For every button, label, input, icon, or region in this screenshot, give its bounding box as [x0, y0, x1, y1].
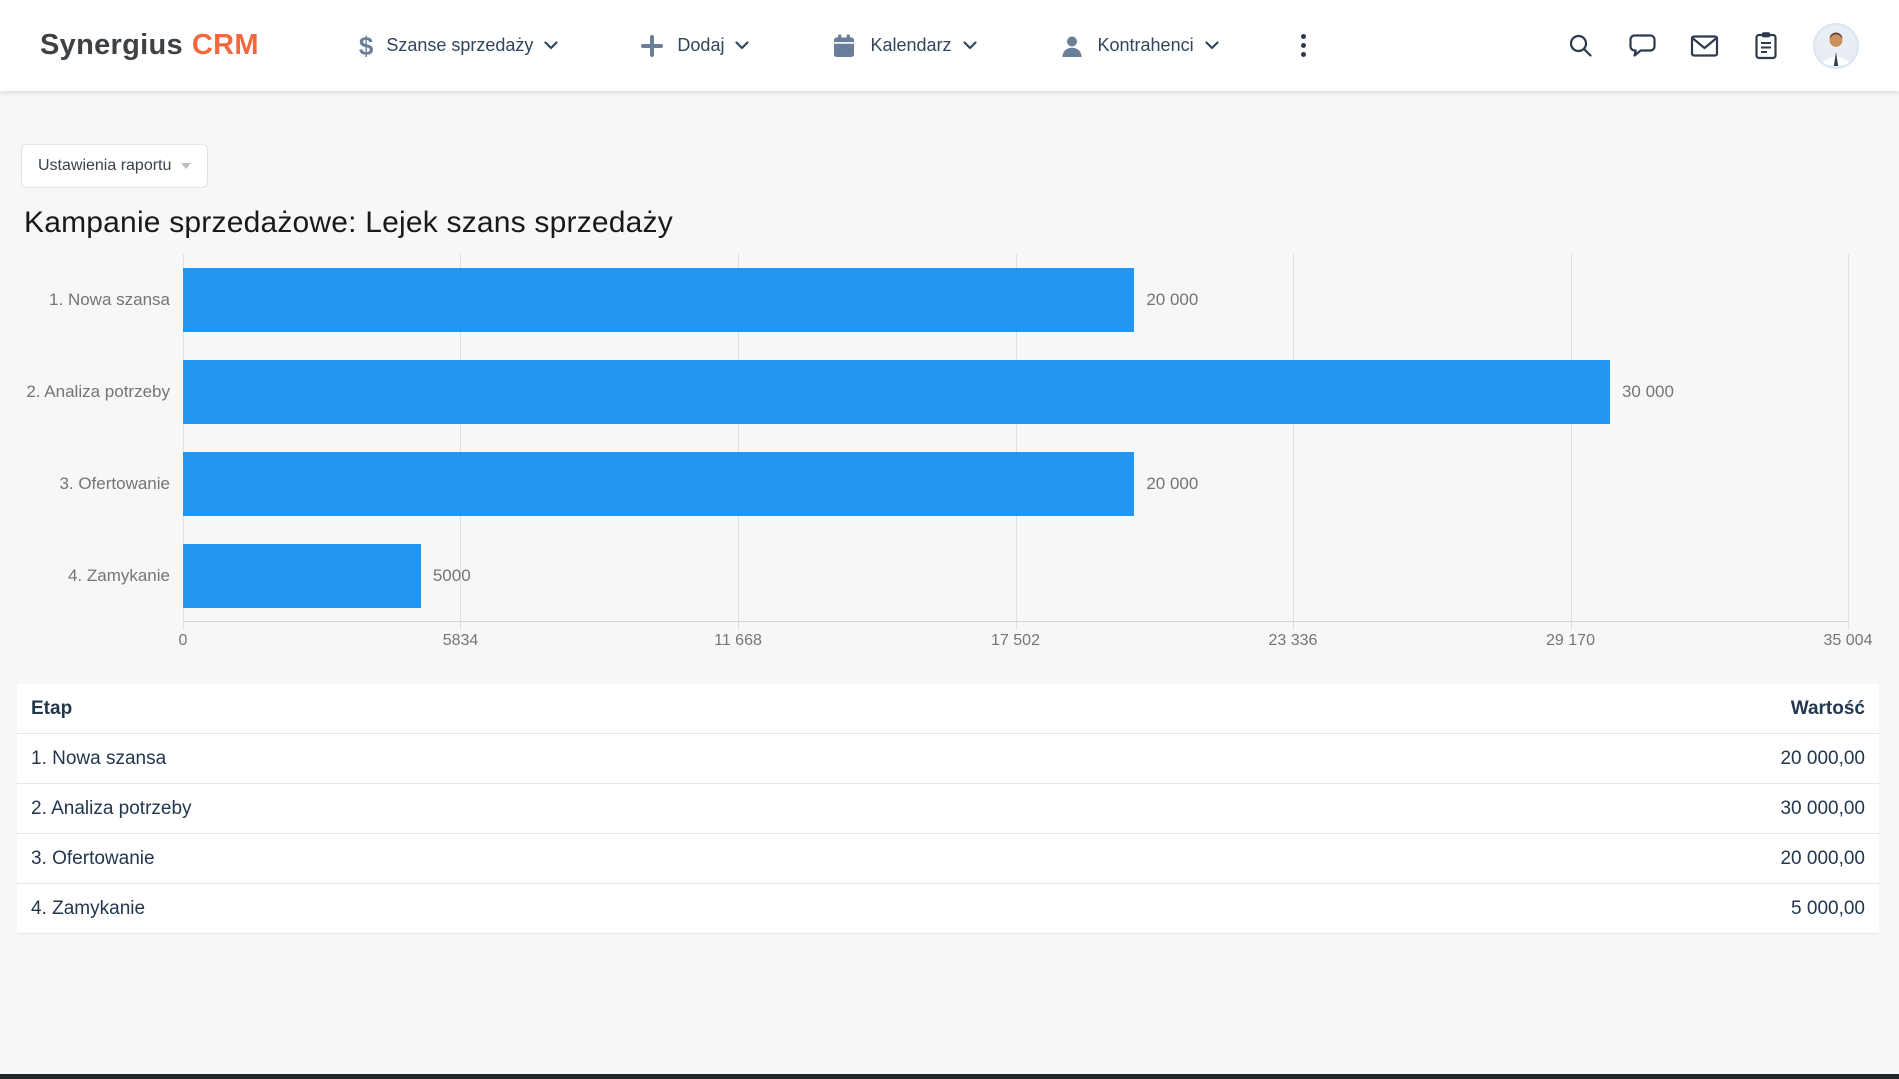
table-cell-wartosc: 20 000,00 [1780, 847, 1865, 869]
menu-item-label: Szanse sprzedaży [386, 35, 534, 55]
user-avatar[interactable] [1813, 22, 1859, 69]
table-cell-etap: 2. Analiza potrzeby [31, 797, 192, 819]
chart-bar-value-label: 5000 [432, 566, 471, 585]
table-row: 3. Ofertowanie 20 000,00 [17, 834, 1879, 884]
chart-bar-row: 5000 [183, 530, 1848, 622]
menu-item-sales-opportunities[interactable]: $ Szanse sprzedaży [359, 33, 559, 59]
menu-item-label: Kalendarz [870, 35, 952, 55]
report-settings-button[interactable]: Ustawienia raportu [21, 144, 209, 188]
table-header-wartosc: Wartość [1790, 697, 1865, 719]
person-icon [1059, 33, 1085, 59]
menu-item-label: Kontrahenci [1097, 35, 1194, 55]
chart-bar-value-label: 20 000 [1146, 474, 1199, 493]
menu-item-calendar[interactable]: Kalendarz [831, 33, 977, 59]
brand-suffix: CRM [191, 29, 259, 61]
chart-bar[interactable] [183, 452, 1135, 516]
x-axis-tick-label: 23 336 [1268, 632, 1318, 649]
chart-bar-row: 20 000 [183, 438, 1848, 530]
chart-gridline [1292, 254, 1294, 630]
table-cell-etap: 4. Zamykanie [31, 897, 146, 919]
chart-plot-area: 20 000 30 000 20 000 5000 [183, 254, 1849, 630]
clipboard-icon[interactable] [1753, 31, 1779, 60]
x-axis-tick-label: 0 [178, 632, 188, 649]
chart-gridline [737, 254, 739, 630]
mail-icon[interactable] [1690, 34, 1719, 58]
plus-icon [640, 34, 664, 58]
chart-bar[interactable] [183, 360, 1610, 424]
chart-bar-row: 20 000 [183, 254, 1848, 346]
table-cell-wartosc: 5 000,00 [1791, 897, 1865, 919]
chevron-down-icon [962, 41, 977, 50]
chart-category-label: 4. Zamykanie [67, 566, 170, 585]
menu-item-contractors[interactable]: Kontrahenci [1059, 33, 1219, 59]
more-menu-button[interactable] [1291, 28, 1316, 63]
caret-down-icon [181, 163, 192, 169]
chart-category-label: 1. Nowa szansa [49, 290, 170, 309]
page-title: Kampanie sprzedażowe: Lejek szans sprzed… [24, 206, 673, 239]
chart-gridline [1570, 254, 1572, 630]
table-body: 1. Nowa szansa 20 000,00 2. Analiza potrze… [17, 734, 1879, 934]
dollar-icon: $ [358, 30, 374, 61]
table-cell-etap: 3. Ofertowanie [31, 847, 155, 869]
chart-gridline [1848, 254, 1849, 630]
x-axis-tick-label: 17 502 [991, 632, 1040, 649]
x-axis-tick-labels: 0 5834 11 668 17 502 23 336 29 170 35 004 [179, 622, 1873, 656]
table-header-row: Etap Wartość [17, 684, 1879, 734]
table-row: 2. Analiza potrzeby 30 000,00 [17, 784, 1879, 834]
chart-bar-row: 30 000 [183, 346, 1848, 438]
chart-category-label: 2. Analiza potrzeby [26, 382, 170, 401]
x-axis-tick-label: 35 004 [1823, 632, 1873, 649]
kebab-icon [1300, 34, 1306, 39]
calendar-icon [831, 33, 857, 59]
menu-item-add[interactable]: Dodaj [640, 34, 750, 58]
table-cell-wartosc: 30 000,00 [1780, 797, 1865, 819]
table-cell-wartosc: 20 000,00 [1780, 747, 1865, 769]
menu-item-label: Dodaj [677, 35, 725, 55]
chart-bar-value-label: 30 000 [1621, 382, 1674, 401]
chart-category-axis: 1. Nowa szansa 2. Analiza potrzeby 3. Ofer… [0, 254, 170, 656]
chart-gridline [460, 254, 462, 630]
chart-bar-value-label: 20 000 [1146, 290, 1199, 309]
brand-logo[interactable]: Synergius CRM [40, 29, 259, 62]
report-settings-label: Ustawienia raportu [38, 157, 172, 174]
chevron-down-icon [735, 41, 750, 50]
x-axis-tick-label: 5834 [442, 632, 479, 649]
table-header-etap: Etap [31, 697, 73, 719]
x-axis-tick-label: 11 668 [714, 632, 762, 649]
table-cell-etap: 1. Nowa szansa [31, 747, 167, 769]
chart-category-label: 3. Ofertowanie [59, 474, 170, 493]
main-menu: $ Szanse sprzedaży Dodaj [359, 33, 1219, 59]
chevron-down-icon [544, 41, 559, 50]
chart-gridline [1015, 254, 1017, 630]
table-row: 1. Nowa szansa 20 000,00 [17, 734, 1879, 784]
navbar-right-actions [1567, 22, 1859, 69]
table-row: 4. Zamykanie 5 000,00 [17, 884, 1879, 934]
chart-main: 20 000 30 000 20 000 5000 0 5834 11 668 17 502… [179, 254, 1873, 656]
chat-icon[interactable] [1628, 32, 1656, 59]
brand-name: Synergius [40, 29, 183, 61]
top-navbar: Synergius CRM $ Szanse sprzedaży Dodaj [0, 0, 1899, 91]
search-icon[interactable] [1567, 32, 1594, 59]
funnel-bar-chart: 1. Nowa szansa 2. Analiza potrzeby 3. Ofer… [0, 254, 1899, 656]
screen-bottom-edge [0, 1074, 1899, 1079]
chart-bar[interactable] [183, 544, 421, 608]
chart-gridline [183, 254, 184, 630]
chevron-down-icon [1204, 41, 1219, 50]
x-axis-tick-label: 29 170 [1546, 632, 1595, 649]
stages-table: Etap Wartość 1. Nowa szansa 20 000,00 2. A… [17, 684, 1879, 934]
chart-bar[interactable] [183, 268, 1135, 332]
